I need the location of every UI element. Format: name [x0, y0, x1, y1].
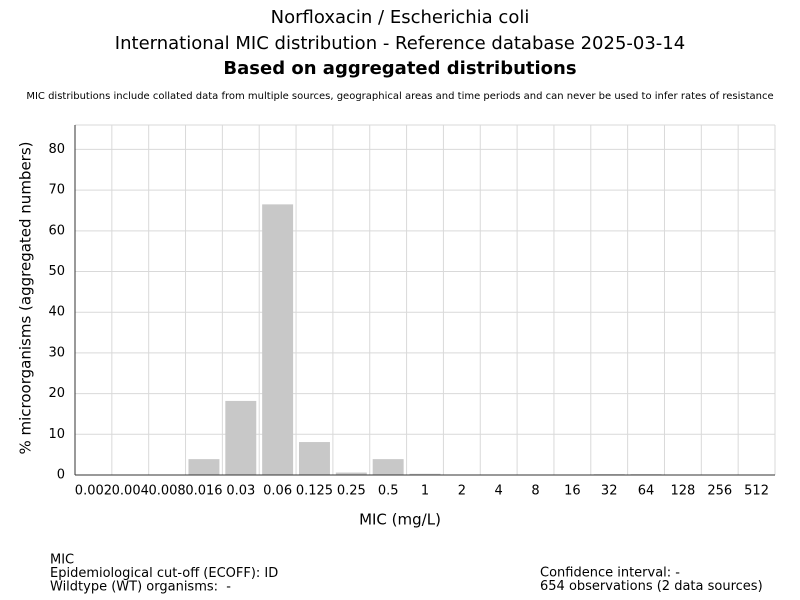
y-tick-label: 30 [48, 345, 65, 360]
footer-right-text: 654 observations (2 data sources) [540, 579, 763, 594]
x-tick-label: 1 [421, 484, 429, 499]
bar [372, 459, 404, 475]
x-tick-label: 0.125 [296, 484, 333, 499]
chart-heading: Based on aggregated distributions [223, 58, 576, 79]
x-axis-label: MIC (mg/L) [359, 511, 441, 529]
x-tick-label: 8 [531, 484, 539, 499]
x-tick-label: 128 [670, 484, 695, 499]
y-tick-label: 50 [48, 264, 65, 279]
bar [225, 400, 257, 475]
x-tick-label: 2 [458, 484, 466, 499]
x-tick-label: 256 [707, 484, 732, 499]
x-tick-label: 32 [601, 484, 618, 499]
y-tick-label: 10 [48, 427, 65, 442]
x-tick-label: 0.004 [112, 484, 149, 499]
y-tick-label: 60 [48, 223, 65, 238]
x-tick-label: 0.002 [75, 484, 112, 499]
footer-left-text: Wildtype (WT) organisms: - [50, 580, 231, 595]
chart-subtitle: International MIC distribution - Referen… [115, 33, 685, 54]
x-tick-label: 0.5 [378, 484, 399, 499]
x-tick-label: 0.25 [337, 484, 366, 499]
bar [188, 459, 220, 475]
y-tick-label: 40 [48, 305, 65, 320]
bar [409, 473, 441, 475]
y-tick-label: 0 [57, 468, 65, 483]
x-tick-label: 512 [744, 484, 769, 499]
footer-left-text: Epidemiological cut-off (ECOFF): ID [50, 566, 278, 581]
bar [299, 442, 330, 475]
x-tick-label: 16 [564, 484, 581, 499]
bar [262, 204, 294, 475]
y-tick-label: 70 [48, 183, 65, 198]
y-axis-label: % microorganisms (aggregated numbers) [17, 141, 35, 454]
footer-left-text: MIC [50, 553, 74, 568]
chart-note: MIC distributions include collated data … [26, 91, 773, 102]
footer-right-text: Confidence interval: - [540, 566, 680, 581]
x-tick-label: 0.06 [263, 484, 292, 499]
x-tick-label: 0.03 [226, 484, 255, 499]
chart-title: Norfloxacin / Escherichia coli [271, 7, 530, 28]
x-tick-label: 64 [638, 484, 655, 499]
x-tick-label: 0.016 [185, 484, 222, 499]
x-tick-label: 0.008 [148, 484, 185, 499]
bar [335, 472, 367, 475]
y-tick-label: 20 [48, 386, 65, 401]
x-tick-label: 4 [495, 484, 503, 499]
y-tick-label: 80 [48, 142, 65, 157]
